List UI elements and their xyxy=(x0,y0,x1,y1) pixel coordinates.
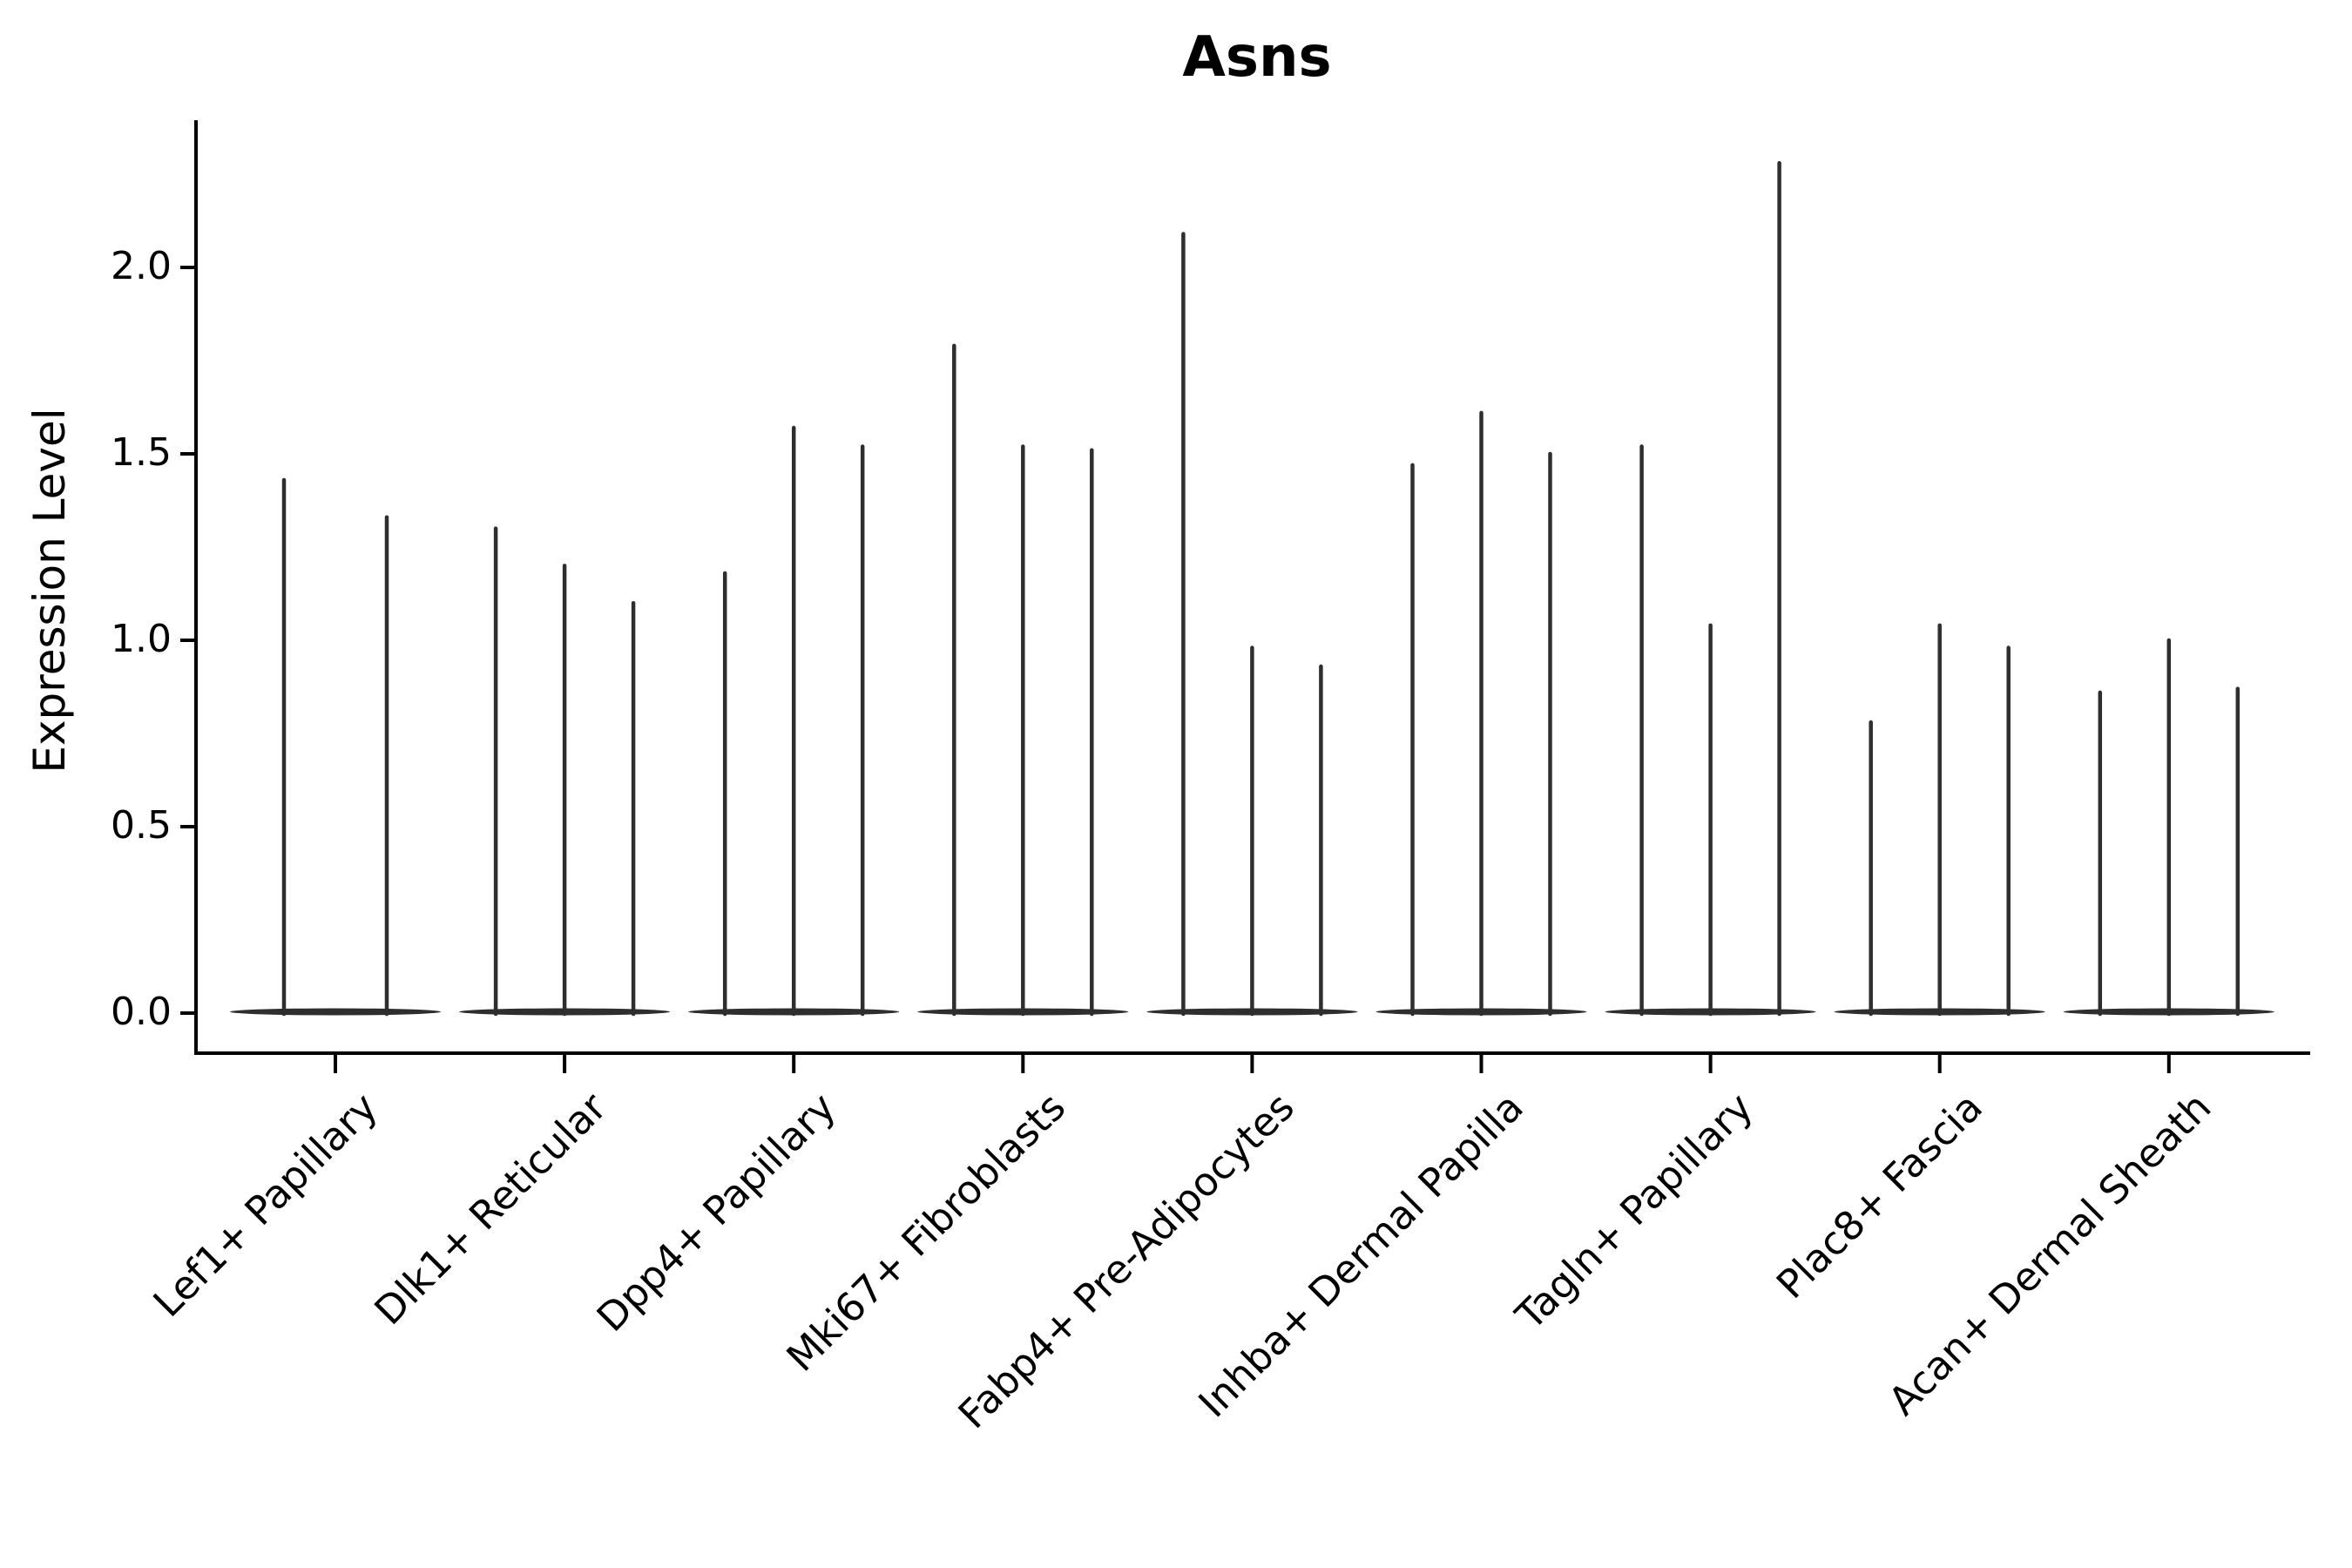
chart-title: Asns xyxy=(1182,25,1332,90)
violin-base xyxy=(230,1008,441,1016)
y-tick-label: 0.0 xyxy=(111,990,172,1035)
y-tick-label: 0.5 xyxy=(111,803,172,848)
y-tick-label: 2.0 xyxy=(111,244,172,289)
y-tick-label: 1.5 xyxy=(111,430,172,476)
y-tick-label: 1.0 xyxy=(111,617,172,662)
